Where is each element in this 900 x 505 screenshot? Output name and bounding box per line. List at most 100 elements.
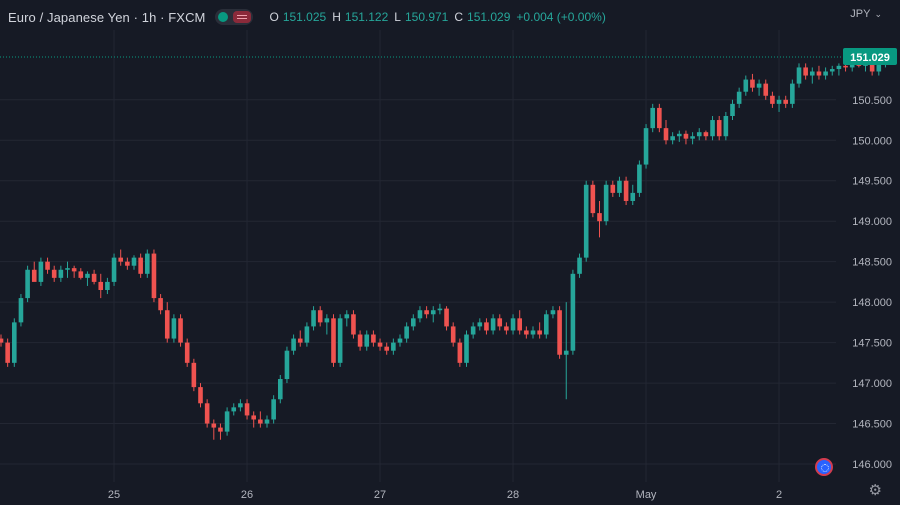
candle-body [317, 310, 323, 323]
candle-body [716, 120, 722, 137]
candle-body [357, 334, 363, 347]
candle-body [424, 310, 429, 315]
candle-body [397, 338, 403, 343]
price-tick-label: 150.000 [852, 135, 892, 147]
candle-body [537, 330, 542, 335]
price-tick-label: 150.500 [852, 95, 892, 107]
candle-body [18, 298, 24, 323]
candle-body [683, 133, 689, 139]
low-value: 150.971 [404, 10, 449, 24]
candle-body [377, 342, 383, 347]
candle-body [590, 184, 596, 214]
eye-toggle-icon[interactable] [215, 9, 254, 25]
price-tick-label: 146.500 [852, 419, 892, 431]
candle-body [71, 268, 77, 272]
candle-body [78, 271, 84, 278]
candle-body [829, 69, 835, 72]
price-tick-label: 147.500 [852, 338, 892, 350]
candle-body [869, 63, 875, 72]
candle-body [663, 128, 669, 141]
candle-body [610, 184, 616, 193]
change-value: +0.004 (+0.00%) [516, 10, 606, 24]
candle-body [756, 83, 762, 88]
candle-body [597, 213, 602, 222]
candle-body [178, 318, 183, 343]
candle-body [231, 407, 237, 412]
close-label: C [454, 10, 464, 24]
candle-body [776, 99, 782, 104]
candle-body [131, 257, 137, 266]
candle-body [51, 269, 57, 278]
candle-body [411, 318, 416, 327]
gear-icon[interactable]: ⚙ [868, 482, 882, 499]
candle-body [617, 180, 622, 193]
candle-body [643, 128, 649, 165]
candle-body [58, 269, 64, 278]
symbol-title[interactable]: Euro / Japanese Yen · 1h · FXCM [8, 9, 206, 25]
candle-body [5, 342, 10, 363]
price-tick-label: 149.500 [852, 176, 892, 188]
time-tick-label: 28 [507, 489, 519, 501]
price-tick-label: 148.000 [852, 297, 892, 309]
candle-body [91, 273, 97, 282]
close-value: 151.029 [467, 10, 511, 24]
candle-body [351, 314, 356, 335]
candle-body [204, 403, 210, 424]
candle-body [563, 350, 569, 355]
candle-body [510, 318, 516, 331]
price-tick-label: 147.000 [852, 378, 892, 390]
open-label: O [269, 10, 279, 24]
candle-body [171, 318, 177, 339]
candle-body [484, 322, 489, 331]
candle-body [810, 71, 815, 76]
candle-body [85, 273, 90, 278]
last-price-label: 151.029 [850, 52, 890, 64]
candle-body [311, 310, 316, 327]
price-tick-label: 149.000 [852, 216, 892, 228]
candle-body [151, 253, 157, 299]
candle-body [650, 107, 655, 129]
candle-body [690, 136, 695, 139]
candle-body [0, 338, 4, 343]
candle-body [218, 427, 223, 432]
candle-body [497, 318, 503, 327]
tradingview-logo-icon[interactable] [815, 458, 833, 476]
candle-body [504, 326, 509, 331]
candle-body [723, 115, 729, 137]
candle-body [278, 379, 283, 400]
candle-body [637, 164, 642, 193]
candle-body [65, 268, 70, 270]
candle-body [743, 79, 749, 92]
candle-body [430, 310, 436, 315]
candle-body [750, 79, 755, 88]
candle-body [457, 342, 463, 363]
candle-body [164, 310, 170, 339]
candle-body [404, 326, 409, 339]
candle-body [38, 261, 44, 282]
candle-body [570, 273, 576, 351]
candle-body [823, 71, 828, 76]
candlestick-series [0, 49, 895, 440]
candle-body [437, 308, 443, 311]
candle-body [384, 346, 389, 351]
time-tick-label: 27 [374, 489, 386, 501]
candle-body [696, 132, 702, 137]
time-axis[interactable]: 25 26 27 28 May 2 [108, 489, 782, 501]
candle-body [98, 281, 104, 290]
candle-body [251, 415, 256, 420]
candle-body [843, 65, 848, 68]
candle-body [677, 133, 682, 137]
candle-body [191, 362, 197, 388]
candle-body [464, 334, 469, 363]
currency-menu[interactable]: JPY ⌄ [850, 8, 882, 20]
high-label: H [332, 10, 341, 24]
candle-body [557, 310, 562, 355]
candle-body [111, 257, 117, 282]
candle-body [105, 281, 110, 290]
candle-body [391, 342, 396, 351]
candle-body [211, 423, 217, 428]
price-axis[interactable]: 146.000 146.500 147.000 147.500 148.000 148.5… [852, 95, 892, 471]
candle-body [657, 107, 662, 129]
candle-body [145, 253, 150, 274]
